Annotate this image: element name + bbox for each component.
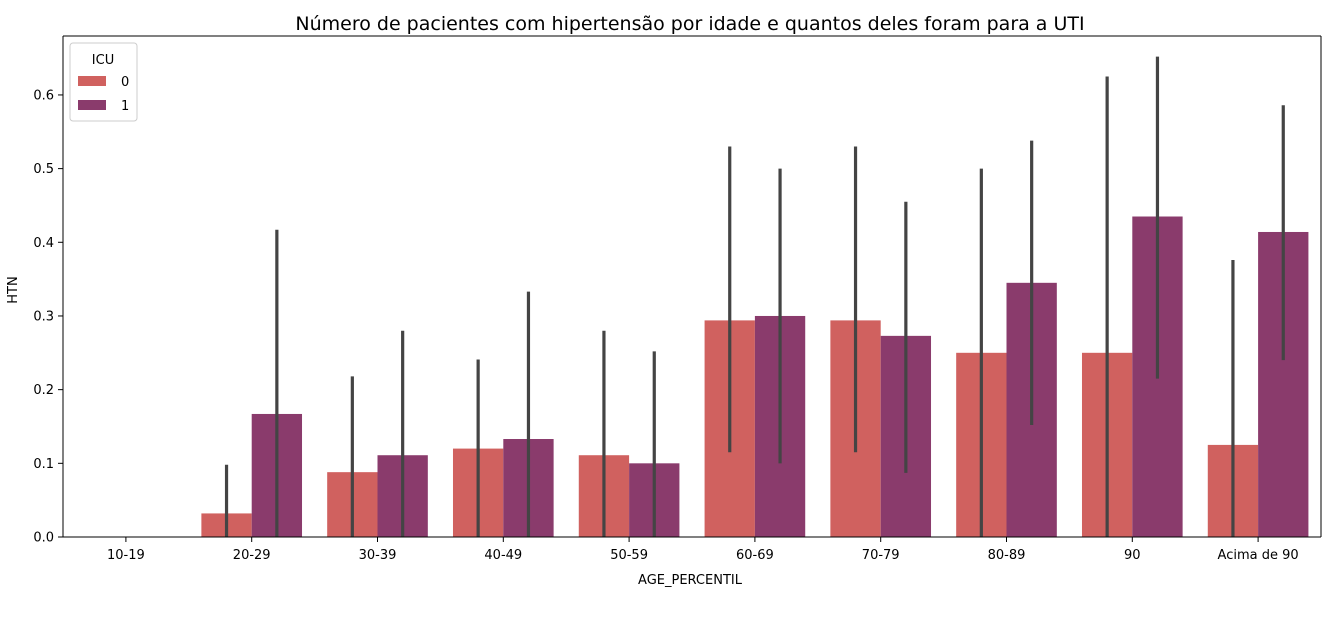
legend-label-0: 0 (121, 75, 129, 90)
y-tick-label: 0.1 (33, 457, 54, 472)
y-tick-label: 0.4 (33, 236, 54, 251)
y-tick-label: 0.3 (33, 309, 54, 324)
y-tick-label: 0.6 (33, 88, 54, 103)
legend-swatch-1 (78, 100, 106, 110)
x-tick-label: 90 (1124, 548, 1141, 563)
y-axis-label: HTN (6, 276, 21, 303)
y-tick-label: 0.5 (33, 162, 54, 177)
x-tick-label: 10-19 (107, 548, 145, 563)
legend: ICU 0 1 (69, 42, 138, 122)
x-tick-label: 20-29 (233, 548, 271, 563)
x-tick-label: 50-59 (610, 548, 648, 563)
x-tick-label: 80-89 (988, 548, 1026, 563)
x-axis-label: AGE_PERCENTIL (638, 573, 743, 588)
x-tick-label: 30-39 (359, 548, 397, 563)
x-tick-label: Acima de 90 (1218, 548, 1299, 563)
legend-label-1: 1 (121, 99, 129, 114)
y-tick-label: 0.2 (33, 383, 54, 398)
x-tick-label: 70-79 (862, 548, 900, 563)
y-axis-ticks: 0.0 0.1 0.2 0.3 0.4 0.5 0.6 (33, 88, 63, 546)
x-tick-label: 60-69 (736, 548, 774, 563)
plot-area (62, 35, 1322, 538)
legend-title: ICU (92, 53, 114, 68)
x-axis-ticks: 10-19 20-29 30-39 40-49 50-59 60-69 70-79 80-89… (107, 537, 1299, 563)
legend-swatch-0 (78, 76, 106, 86)
y-tick-label: 0.0 (33, 531, 54, 546)
chart-title: Número de pacientes com hipertensão por … (295, 13, 1084, 35)
x-tick-label: 40-49 (484, 548, 522, 563)
